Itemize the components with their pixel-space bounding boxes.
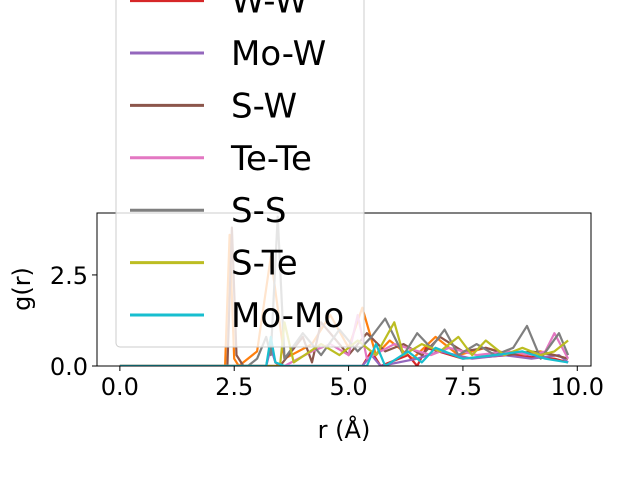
legend-label: W-W <box>231 0 308 22</box>
x-tick-label: 5.0 <box>329 373 367 401</box>
x-tick-label: 7.5 <box>444 373 482 401</box>
y-tick-label: 0.0 <box>50 353 88 381</box>
legend-label: S-Te <box>231 244 298 284</box>
legend-box <box>115 0 365 348</box>
x-tick-label: 2.5 <box>215 373 253 401</box>
legend: W-W Mo-W S-W Te-Te S-S S-Te Mo-Mo <box>115 0 365 348</box>
y-tick-label: 2.5 <box>50 262 88 290</box>
y-axis-label: g(r) <box>8 267 36 311</box>
x-tick-label: 0.0 <box>101 373 139 401</box>
legend-label: S-W <box>231 86 297 126</box>
legend-label: Mo-Mo <box>231 296 344 336</box>
legend-label: Te-Te <box>230 139 312 179</box>
legend-label: Mo-W <box>231 34 326 74</box>
legend-label: S-S <box>231 191 286 231</box>
series-line-s-s <box>119 215 570 366</box>
x-tick-label: 10.0 <box>551 373 604 401</box>
ticks-layer: 0.0 2.5 5.0 7.5 10.0 0.0 2.5 <box>50 262 604 401</box>
x-axis-label: r (Å) <box>318 415 371 444</box>
